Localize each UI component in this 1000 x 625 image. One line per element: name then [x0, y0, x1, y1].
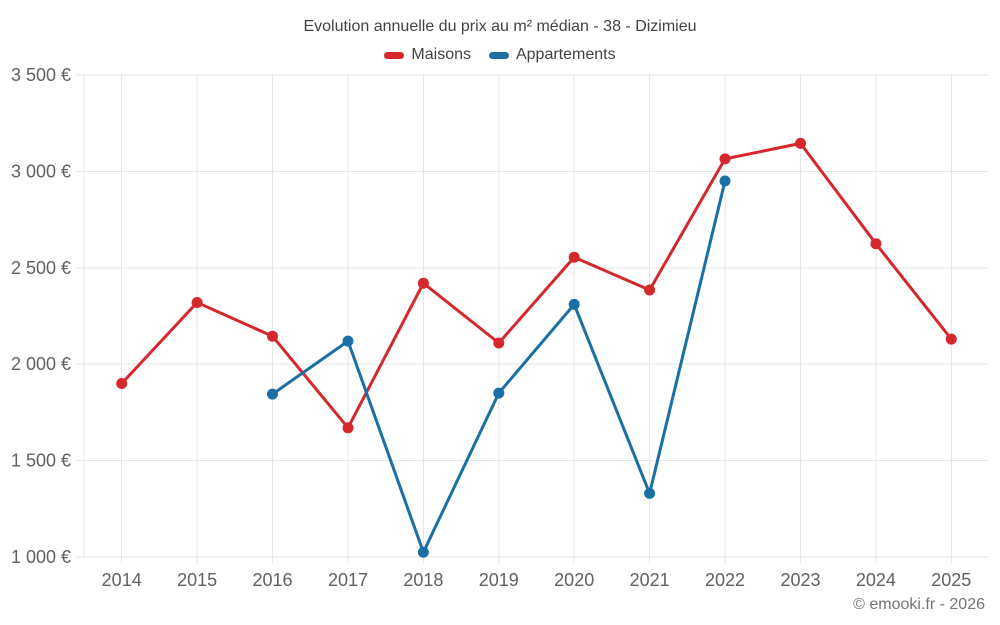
series-maisons: [116, 137, 957, 434]
y-tick-label: 1 500 €: [11, 451, 71, 471]
data-point-2017[interactable]: [342, 422, 354, 434]
data-point-2023[interactable]: [795, 137, 806, 149]
data-point-2016[interactable]: [267, 388, 278, 400]
data-point-2014[interactable]: [116, 378, 128, 389]
data-point-2021[interactable]: [644, 284, 656, 296]
x-tick-label: 2015: [177, 570, 217, 590]
data-point-2022[interactable]: [719, 153, 731, 165]
data-point-2018[interactable]: [417, 277, 429, 289]
x-tick-label: 2020: [554, 570, 594, 590]
series-appartements: [267, 175, 731, 558]
x-tick-label: 2022: [705, 570, 745, 590]
x-tick-label: 2017: [328, 570, 368, 590]
data-point-2019[interactable]: [493, 337, 505, 349]
x-tick-label: 2016: [252, 570, 292, 590]
data-point-2018[interactable]: [417, 546, 429, 558]
chart-title: Evolution annuelle du prix au m² médian …: [303, 18, 697, 35]
legend-label-maisons: Maisons: [411, 46, 471, 63]
series-line: [120, 141, 953, 430]
y-tick-label: 1 000 €: [11, 547, 71, 567]
data-point-2019[interactable]: [493, 387, 505, 399]
data-point-2016[interactable]: [267, 330, 278, 342]
legend-label-appartements: Appartements: [515, 46, 616, 63]
x-tick-label: 2018: [403, 570, 443, 590]
data-point-2021[interactable]: [644, 487, 656, 499]
data-point-2020[interactable]: [568, 251, 580, 263]
data-point-2015[interactable]: [191, 297, 203, 308]
copyright: © emooki.fr - 2026: [853, 596, 985, 613]
x-tick-label: 2024: [856, 570, 896, 590]
x-tick-label: 2019: [479, 570, 519, 590]
x-tick-label: 2014: [102, 570, 142, 590]
legend-swatch-appartements-icon: [488, 51, 509, 59]
axis-labels: 1 000 € 1 500 € 2 000 € 2 500 € 3 000 € 3 500…: [11, 65, 971, 590]
legend-item-appartements[interactable]: Appartements: [488, 46, 616, 64]
legend-item-maisons[interactable]: Maisons: [384, 46, 471, 64]
x-tick-label: 2023: [780, 570, 820, 590]
grid: [76, 74, 989, 563]
data-point-2017[interactable]: [342, 335, 354, 347]
x-tick-label: 2025: [931, 570, 971, 590]
chart-legend: Maisons Appartements: [0, 46, 1000, 64]
y-tick-label: 3 500 €: [11, 65, 71, 85]
x-tick-label: 2021: [630, 570, 670, 590]
y-tick-label: 3 000 €: [11, 161, 71, 181]
y-tick-label: 2 500 €: [11, 258, 71, 278]
data-point-2020[interactable]: [568, 298, 580, 310]
legend-swatch-maisons-icon: [384, 51, 405, 59]
data-point-2024[interactable]: [870, 238, 882, 250]
data-point-2025[interactable]: [945, 333, 957, 345]
data-point-2022[interactable]: [719, 175, 731, 187]
y-tick-label: 2 000 €: [11, 354, 71, 374]
